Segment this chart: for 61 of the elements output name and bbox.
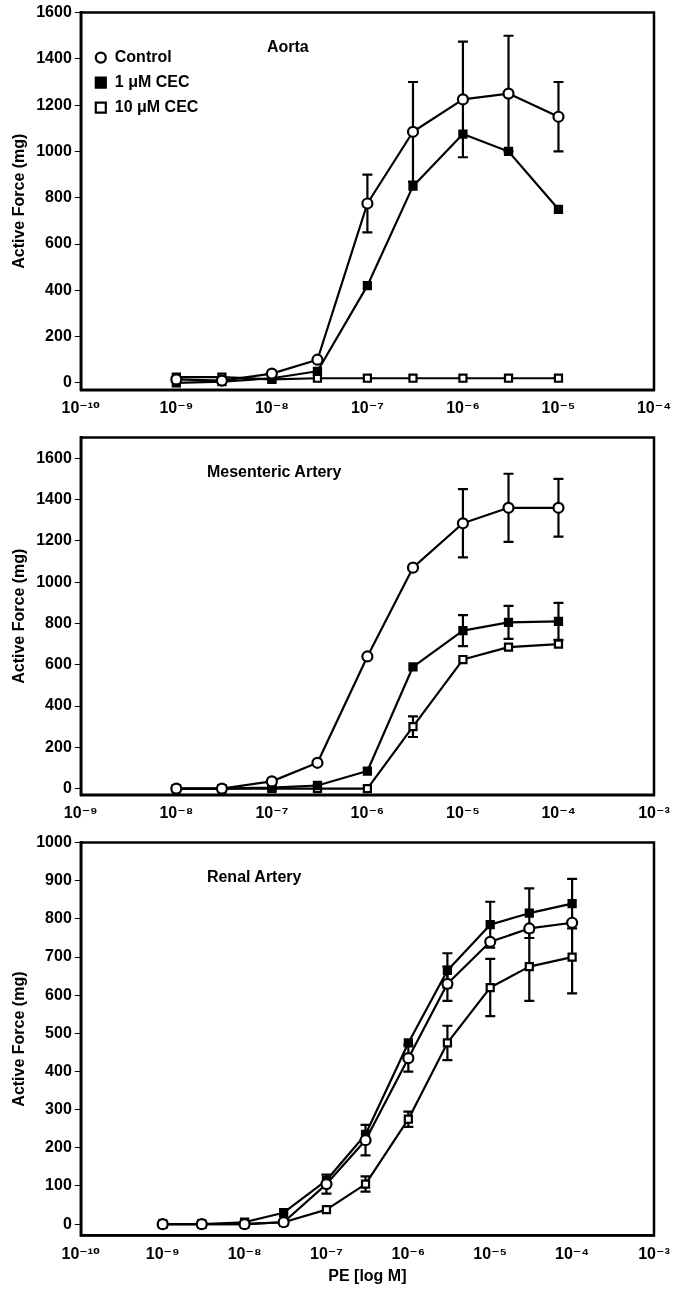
y-axis-title: Active Force (mg)	[10, 133, 28, 269]
legend-label: Control	[114, 48, 172, 66]
y-tick-label: 600	[45, 234, 72, 252]
x-tick-label: 10⁻⁶	[446, 398, 480, 416]
x-tick-label: 10⁻⁹	[159, 398, 194, 416]
y-tick-label: 200	[45, 1138, 72, 1156]
x-axis-title: PE [log M]	[328, 1266, 407, 1284]
y-tick-label: 0	[62, 779, 72, 797]
y-tick-label: 400	[45, 1061, 72, 1079]
y-tick-label: 500	[45, 1023, 72, 1041]
x-tick-label: 10⁻¹⁰	[61, 398, 101, 416]
y-tick-label: 1400	[36, 489, 72, 507]
x-tick-label: 10⁻⁵	[473, 1244, 508, 1262]
y-tick-label: 0	[62, 373, 72, 391]
x-tick-label: 10⁻⁴	[636, 398, 672, 416]
x-tick-label: 10⁻⁹	[145, 1244, 180, 1262]
y-tick-label: 0	[62, 1214, 72, 1232]
x-tick-label: 10⁻⁹	[63, 803, 98, 821]
y-tick-label: 200	[45, 737, 72, 755]
y-tick-label: 900	[45, 871, 72, 889]
x-tick-label: 10⁻⁸	[159, 803, 194, 821]
y-tick-label: 100	[45, 1176, 72, 1194]
y-tick-label: 600	[45, 655, 72, 673]
y-tick-label: 300	[45, 1100, 72, 1118]
text: Renal Artery	[206, 868, 302, 886]
y-axis-title: Active Force (mg)	[10, 971, 28, 1107]
text: Aorta	[266, 38, 309, 56]
x-tick-label: 10⁻⁷	[350, 398, 384, 416]
x-tick-label: 10⁻¹⁰	[61, 1244, 101, 1262]
legend-label: 10 μM CEC	[114, 98, 199, 116]
y-tick-label: 1200	[36, 95, 72, 113]
legend-label: 1 μM CEC	[114, 73, 190, 91]
x-tick-label: 10⁻⁷	[310, 1244, 343, 1262]
y-tick-label: 1200	[36, 531, 72, 549]
x-tick-label: 10⁻⁵	[446, 803, 480, 821]
x-tick-label: 10⁻⁸	[227, 1244, 262, 1262]
x-tick-label: 10⁻⁶	[391, 1244, 426, 1262]
y-tick-label: 1000	[36, 833, 72, 851]
y-tick-label: 1000	[36, 572, 72, 590]
y-tick-label: 800	[45, 613, 72, 631]
x-tick-label: 10⁻⁸	[254, 398, 289, 416]
x-tick-label: 10⁻⁵	[541, 398, 576, 416]
y-tick-label: 800	[45, 909, 72, 927]
y-tick-label: 1000	[36, 141, 72, 159]
x-tick-label: 10⁻⁴	[541, 803, 576, 821]
y-tick-label: 700	[45, 947, 72, 965]
x-tick-label: 10⁻³	[638, 803, 670, 821]
x-tick-label: 10⁻³	[638, 1244, 670, 1262]
x-tick-label: 10⁻⁷	[255, 803, 289, 821]
y-tick-label: 400	[45, 696, 72, 714]
y-tick-label: 600	[45, 985, 72, 1003]
y-tick-label: 1600	[36, 448, 72, 466]
x-tick-label: 10⁻⁶	[350, 803, 385, 821]
y-tick-label: 400	[45, 280, 72, 298]
text: Mesenteric Artery	[206, 463, 342, 481]
y-tick-label: 200	[45, 326, 72, 344]
y-axis-title: Active Force (mg)	[10, 548, 28, 684]
y-tick-label: 1600	[36, 3, 72, 21]
y-tick-label: 1400	[36, 49, 72, 67]
x-tick-label: 10⁻⁴	[555, 1244, 590, 1262]
y-tick-label: 800	[45, 188, 72, 206]
